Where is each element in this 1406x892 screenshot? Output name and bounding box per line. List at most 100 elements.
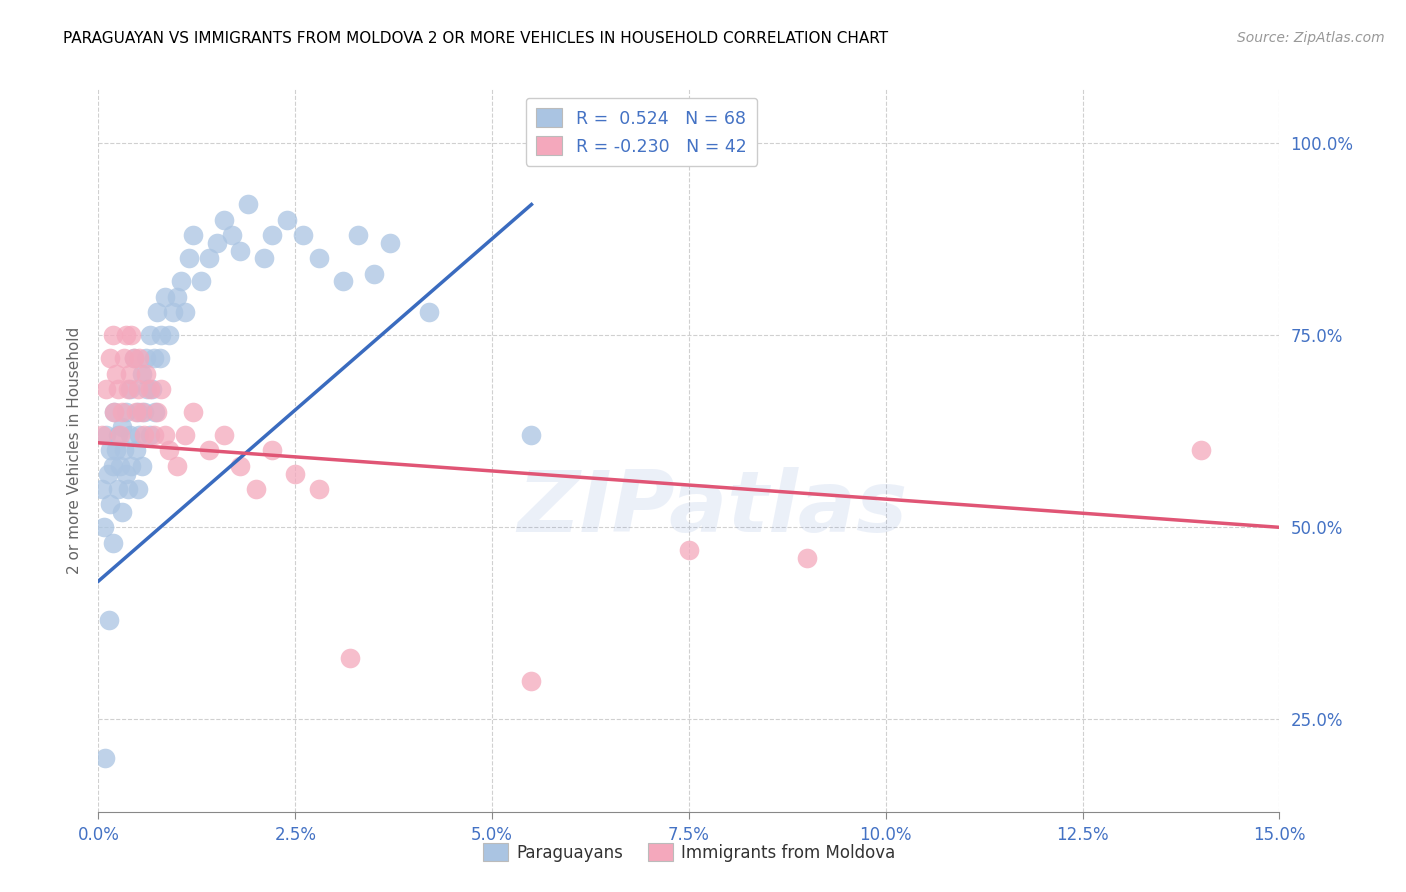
Point	[260, 228, 283, 243]
Point	[93, 751, 115, 765]
Point	[103, 405, 125, 419]
Point	[253, 252, 276, 266]
Point	[260, 443, 283, 458]
Text: ZIPatlas: ZIPatlas	[517, 467, 908, 549]
Point	[166, 290, 188, 304]
Point	[115, 467, 138, 481]
Point	[112, 351, 135, 366]
Point	[118, 367, 141, 381]
Point	[214, 428, 236, 442]
Point	[98, 443, 121, 458]
Point	[107, 482, 129, 496]
Point	[292, 228, 315, 243]
Point	[132, 405, 155, 419]
Point	[135, 367, 157, 381]
Point	[101, 535, 124, 549]
Point	[146, 405, 169, 419]
Point	[197, 252, 219, 266]
Point	[122, 351, 145, 366]
Point	[146, 305, 169, 319]
Point	[166, 458, 188, 473]
Point	[138, 382, 160, 396]
Legend: Paraguayans, Immigrants from Moldova: Paraguayans, Immigrants from Moldova	[475, 837, 903, 869]
Point	[101, 328, 124, 343]
Point	[678, 543, 700, 558]
Point	[162, 305, 184, 319]
Point	[229, 458, 252, 473]
Point	[308, 482, 330, 496]
Point	[181, 405, 204, 419]
Point	[121, 328, 143, 343]
Point	[127, 482, 149, 496]
Point	[127, 382, 149, 396]
Point	[221, 228, 243, 243]
Point	[96, 428, 118, 442]
Point	[110, 458, 132, 473]
Point	[190, 274, 212, 288]
Point	[125, 443, 148, 458]
Point	[138, 328, 160, 343]
Point	[103, 405, 125, 419]
Point	[107, 428, 129, 442]
Point	[121, 458, 143, 473]
Point	[142, 428, 165, 442]
Point	[91, 428, 114, 442]
Point	[236, 197, 259, 211]
Point	[111, 505, 134, 519]
Point	[150, 382, 173, 396]
Point	[107, 382, 129, 396]
Point	[150, 328, 173, 343]
Point	[229, 244, 252, 258]
Point	[128, 351, 150, 366]
Point	[101, 458, 124, 473]
Point	[138, 428, 160, 442]
Point	[174, 428, 197, 442]
Point	[93, 520, 115, 534]
Point	[214, 212, 236, 227]
Point	[308, 252, 330, 266]
Point	[197, 443, 219, 458]
Point	[115, 328, 138, 343]
Text: Source: ZipAtlas.com: Source: ZipAtlas.com	[1237, 31, 1385, 45]
Text: PARAGUAYAN VS IMMIGRANTS FROM MOLDOVA 2 OR MORE VEHICLES IN HOUSEHOLD CORRELATIO: PARAGUAYAN VS IMMIGRANTS FROM MOLDOVA 2 …	[63, 31, 889, 46]
Point	[332, 274, 354, 288]
Point	[135, 351, 157, 366]
Point	[97, 613, 120, 627]
Point	[1189, 443, 1212, 458]
Point	[131, 405, 153, 419]
Point	[363, 267, 385, 281]
Point	[181, 228, 204, 243]
Point	[125, 405, 148, 419]
Point	[796, 551, 818, 566]
Point	[149, 351, 172, 366]
Point	[339, 651, 361, 665]
Point	[122, 351, 145, 366]
Point	[284, 467, 307, 481]
Point	[111, 405, 134, 419]
Point	[347, 228, 370, 243]
Point	[104, 367, 127, 381]
Point	[378, 235, 401, 250]
Point	[245, 482, 267, 496]
Point	[418, 305, 440, 319]
Point	[110, 428, 132, 442]
Point	[112, 443, 135, 458]
Point	[131, 367, 153, 381]
Point	[157, 328, 180, 343]
Point	[142, 351, 165, 366]
Point	[117, 482, 139, 496]
Point	[117, 382, 139, 396]
Point	[131, 458, 153, 473]
Point	[143, 405, 166, 419]
Point	[115, 405, 138, 419]
Point	[98, 351, 121, 366]
Point	[136, 382, 159, 396]
Point	[174, 305, 197, 319]
Point	[97, 467, 120, 481]
Point	[155, 290, 177, 304]
Point	[177, 252, 200, 266]
Point	[157, 443, 180, 458]
Point	[520, 674, 543, 689]
Point	[118, 428, 141, 442]
Point	[128, 428, 150, 442]
